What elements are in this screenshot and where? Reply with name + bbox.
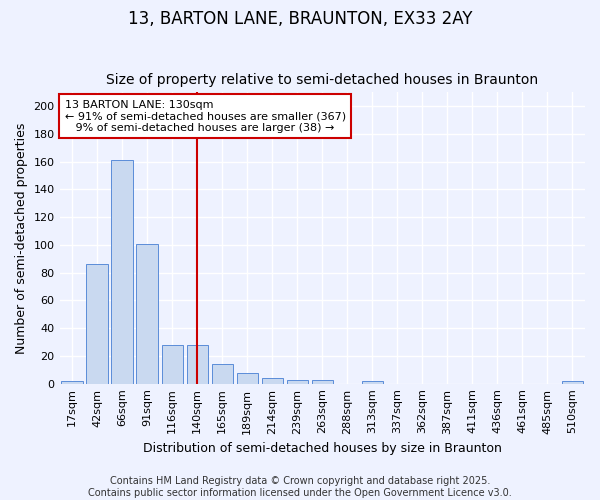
Bar — [311, 380, 333, 384]
Bar — [112, 160, 133, 384]
Text: Contains HM Land Registry data © Crown copyright and database right 2025.
Contai: Contains HM Land Registry data © Crown c… — [88, 476, 512, 498]
Bar — [212, 364, 233, 384]
Bar — [86, 264, 108, 384]
Y-axis label: Number of semi-detached properties: Number of semi-detached properties — [15, 122, 28, 354]
Bar — [287, 380, 308, 384]
X-axis label: Distribution of semi-detached houses by size in Braunton: Distribution of semi-detached houses by … — [143, 442, 502, 455]
Text: 13 BARTON LANE: 130sqm
← 91% of semi-detached houses are smaller (367)
   9% of : 13 BARTON LANE: 130sqm ← 91% of semi-det… — [65, 100, 346, 133]
Bar — [562, 381, 583, 384]
Bar — [187, 345, 208, 384]
Bar — [262, 378, 283, 384]
Bar — [136, 244, 158, 384]
Bar — [161, 345, 183, 384]
Bar — [236, 372, 258, 384]
Bar — [61, 381, 83, 384]
Title: Size of property relative to semi-detached houses in Braunton: Size of property relative to semi-detach… — [106, 73, 538, 87]
Bar — [362, 381, 383, 384]
Text: 13, BARTON LANE, BRAUNTON, EX33 2AY: 13, BARTON LANE, BRAUNTON, EX33 2AY — [128, 10, 472, 28]
